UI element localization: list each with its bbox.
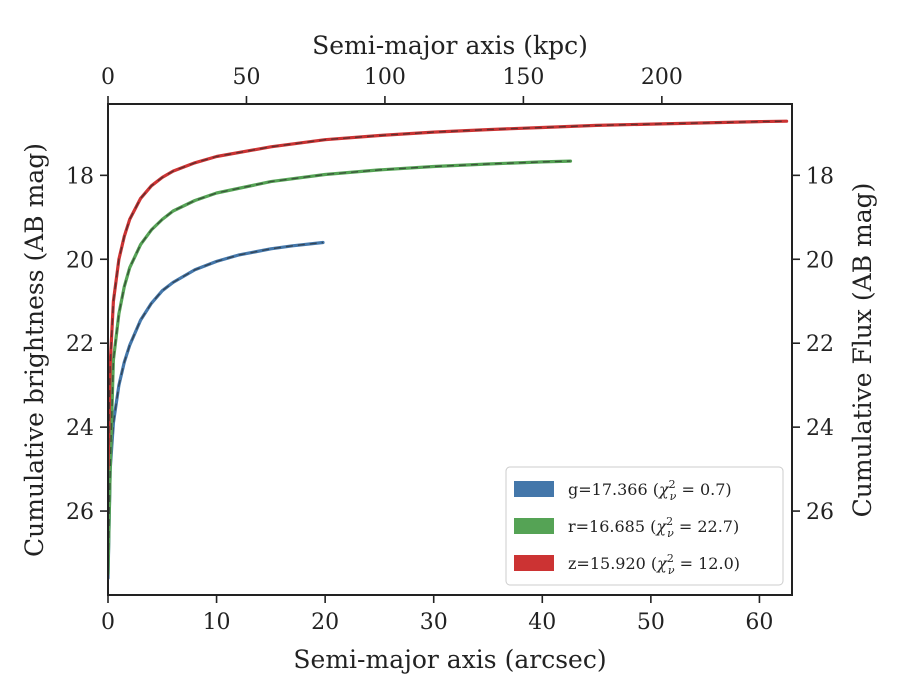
x2-tick-label: 150 <box>502 65 544 90</box>
x-tick-label: 40 <box>528 610 556 635</box>
y-tick-label: 22 <box>66 332 94 357</box>
x-tick-label: 0 <box>101 610 115 635</box>
y-axis-title: Cumulative brightness (AB mag) <box>20 143 49 557</box>
legend-label-r: r=16.685 (χ2 ν = 22.7) <box>568 515 739 540</box>
legend: g=17.366 (χ2 ν = 0.7) r=16.685 (χ2 ν = 22.7… <box>505 466 784 586</box>
x2-tick-label: 100 <box>364 65 406 90</box>
legend-swatch-z <box>514 555 554 571</box>
x2-tick-label: 0 <box>101 65 115 90</box>
model-line-z <box>108 120 787 470</box>
x2-tick-label: 200 <box>641 65 683 90</box>
y2-axis-title: Cumulative Flux (AB mag) <box>848 183 877 518</box>
legend-box <box>505 466 784 586</box>
series-line-z <box>108 119 789 471</box>
x-tick-label: 10 <box>203 610 231 635</box>
y2-tick-label: 22 <box>806 332 834 357</box>
x-tick-label: 30 <box>420 610 448 635</box>
plot-frame <box>107 103 793 596</box>
legend-label-g: g=17.366 (χ2 ν = 0.7) <box>568 478 732 503</box>
series-line-g <box>108 240 325 580</box>
series-layer <box>108 119 789 580</box>
model-line-g <box>108 241 324 579</box>
y2-tick-label: 26 <box>806 500 834 525</box>
legend-label-z: z=15.920 (χ2 ν = 12.0) <box>568 552 740 577</box>
x-tick-label: 20 <box>311 610 339 635</box>
y-tick-label: 18 <box>66 164 94 189</box>
series-line-r <box>108 159 573 576</box>
legend-swatch-g <box>514 481 554 497</box>
y2-tick-label: 20 <box>806 248 834 273</box>
x2-tick-label: 50 <box>232 65 260 90</box>
x-tick-label: 60 <box>745 610 773 635</box>
x-tick-label: 50 <box>637 610 665 635</box>
model-line-r <box>108 160 571 575</box>
y-tick-label: 26 <box>66 500 94 525</box>
axes-layer: 0 10 20 30 40 50 60 0 50 100 150 200 18 18 20 20 22 22 24 2… <box>66 65 834 635</box>
x2-axis-title: Semi-major axis (kpc) <box>312 31 588 60</box>
y-tick-label: 20 <box>66 248 94 273</box>
y2-tick-label: 24 <box>806 416 834 441</box>
y-tick-label: 24 <box>66 416 94 441</box>
legend-swatch-r <box>514 518 554 534</box>
x-axis-title: Semi-major axis (arcsec) <box>293 645 606 674</box>
y2-tick-label: 18 <box>806 164 834 189</box>
